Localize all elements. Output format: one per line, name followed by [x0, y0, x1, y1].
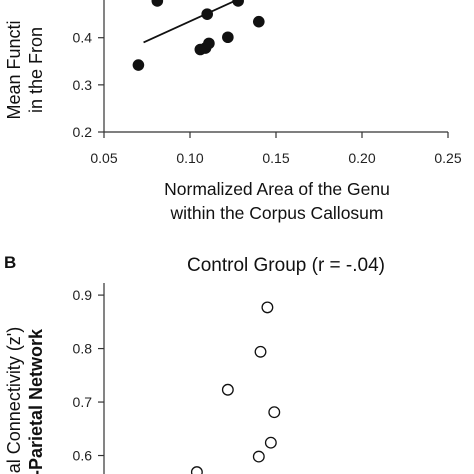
- panel-a-data-point: [151, 0, 164, 7]
- panel-a-data-point: [252, 15, 265, 28]
- panel-b-y-tick-label: 0.7: [73, 394, 93, 410]
- panel-b-y-tick-label: 0.8: [73, 341, 93, 357]
- panel-a-x-tick-label: 0.25: [434, 150, 461, 166]
- panel-b-y-tick-label: 0.6: [73, 448, 93, 464]
- panel-a-data-point: [222, 31, 234, 44]
- panel-a-xlabel-line-1: Normalized Area of the Genu: [164, 179, 390, 199]
- panel-b-data-point: [252, 450, 265, 463]
- panel-b-data-point: [221, 383, 234, 396]
- panel-b-ylabel-line-2: l-Parietal Network: [26, 328, 46, 474]
- panel-a-trendline: [143, 0, 236, 44]
- panel-a-ylabel-line-1: Mean Functi: [4, 20, 24, 119]
- panel-a-y-tick-label: 0.3: [73, 77, 93, 93]
- panel-a-x-tick-label: 0.15: [262, 150, 289, 166]
- panel-a-y-tick-label: 0.4: [73, 30, 93, 46]
- panel-a-ylabel-line-2: in the Fron: [26, 27, 46, 113]
- panel-a-data-point: [232, 0, 244, 7]
- panel-a-x-tick-label: 0.20: [348, 150, 375, 166]
- panel-b-y-tick-label: 0.9: [73, 287, 93, 303]
- panel-b-letter: B: [4, 253, 16, 272]
- panel-a-xlabel-line-2: within the Corpus Callosum: [169, 203, 383, 223]
- panel-a-y-tick-label: 0.2: [73, 124, 93, 140]
- panel-b-data-point: [261, 301, 274, 314]
- panel-b-data-point: [268, 406, 281, 419]
- panel-b-data-point: [254, 345, 267, 358]
- panel-a-x-tick-label: 0.10: [176, 150, 203, 166]
- panel-a-data-point: [203, 37, 215, 50]
- panel-a-data-point: [132, 59, 145, 71]
- panel-b: B Control Group (r = -.04) nal Connectiv…: [4, 253, 385, 474]
- panel-a-x-tick-label: 0.05: [90, 150, 117, 166]
- panel-a-data-point: [201, 8, 213, 20]
- panel-b-ylabel-line-1: nal Connectivity (z'): [4, 327, 24, 474]
- panel-b-title: Control Group (r = -.04): [187, 255, 385, 276]
- panel-a: Mean Functi in the Fron 0.2 0.3 0.4 0.05 0.…: [4, 0, 462, 223]
- panel-b-data-point: [264, 436, 277, 449]
- panel-b-data-point: [190, 466, 203, 474]
